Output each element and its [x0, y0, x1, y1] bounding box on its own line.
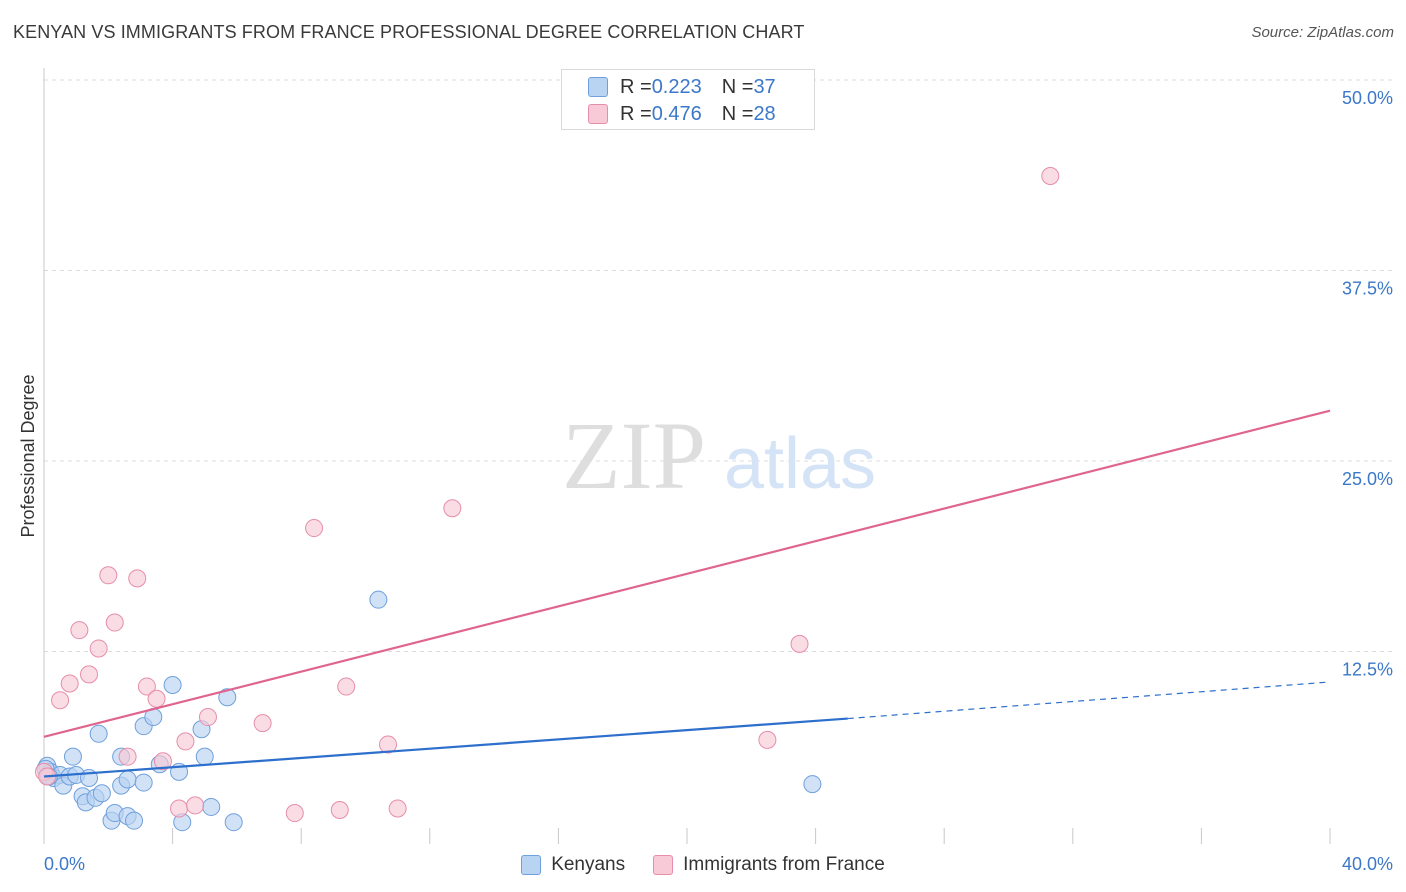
stats-legend: R = 0.223 N = 37 R = 0.476 N = 28	[561, 69, 815, 130]
y-tick-label: 37.5%	[1342, 279, 1393, 299]
watermark-atlas: atlas	[724, 424, 876, 504]
stats-legend-row-kenyans: R = 0.223 N = 37	[588, 74, 776, 100]
gridlines	[44, 79, 1392, 652]
n-label: N =	[721, 75, 754, 98]
data-point-france	[285, 804, 304, 823]
n-label: N =	[721, 102, 754, 125]
bottom-legend: Kenyans Immigrants from France	[0, 851, 1406, 879]
data-point-france	[153, 752, 172, 771]
data-point-kenyans	[63, 747, 82, 766]
data-point-kenyans	[118, 770, 137, 789]
series-kenyans	[36, 590, 822, 832]
data-point-france	[253, 714, 272, 733]
data-point-france	[443, 499, 462, 518]
y-axis-label: Professional Degree	[18, 374, 38, 537]
x-tick-label: 0.0%	[44, 854, 85, 874]
data-point-kenyans	[89, 724, 108, 743]
data-point-france	[99, 566, 118, 585]
legend-item-kenyans[interactable]: Kenyans	[521, 854, 625, 876]
data-point-france	[305, 519, 324, 538]
data-point-france	[51, 691, 70, 710]
data-point-kenyans	[803, 775, 822, 794]
data-point-kenyans	[369, 590, 388, 609]
axes	[43, 68, 1331, 844]
data-point-france	[1041, 167, 1060, 186]
data-point-france	[128, 569, 147, 588]
data-point-france	[170, 799, 189, 818]
data-point-france	[80, 665, 99, 684]
legend-label-kenyans: Kenyans	[551, 854, 626, 875]
stats-legend-row-france: R = 0.476 N = 28	[588, 101, 776, 127]
data-point-france	[330, 800, 349, 819]
data-point-kenyans	[202, 797, 221, 816]
data-point-kenyans	[218, 688, 237, 707]
source-label: Source: ZipAtlas.com	[1251, 24, 1394, 41]
kenyans-swatch	[588, 77, 608, 97]
data-point-kenyans	[125, 811, 144, 830]
data-point-france	[758, 730, 777, 749]
trend-line-kenyans-extension	[847, 681, 1331, 720]
data-point-france	[89, 639, 108, 658]
n-value: 37	[753, 75, 776, 98]
x-tick-label: 40.0%	[1342, 854, 1393, 874]
data-point-france	[379, 735, 398, 754]
tick-labels: 12.5% 25.0% 37.5% 50.0% 0.0% 40.0%	[44, 88, 1393, 874]
y-tick-label: 12.5%	[1342, 660, 1393, 680]
series-immigrants-from-france	[35, 167, 1060, 823]
data-point-kenyans	[92, 784, 111, 803]
trend-lines	[43, 409, 1331, 778]
watermark: ZIP atlas	[562, 402, 876, 509]
data-point-france	[186, 796, 205, 815]
data-point-france	[70, 621, 89, 640]
data-point-france	[337, 677, 356, 696]
data-point-france	[118, 747, 137, 766]
data-point-france	[137, 677, 156, 696]
legend-label-france: Immigrants from France	[683, 854, 885, 875]
data-point-kenyans	[195, 747, 214, 766]
r-label: R =	[620, 102, 652, 125]
data-point-kenyans	[163, 676, 182, 695]
chart-title: KENYAN VS IMMIGRANTS FROM FRANCE PROFESS…	[13, 22, 805, 42]
kenyans-swatch	[521, 855, 542, 875]
r-label: R =	[620, 75, 652, 98]
data-point-france	[147, 689, 166, 708]
n-value: 28	[753, 102, 776, 125]
y-tick-label: 25.0%	[1342, 469, 1393, 489]
data-point-france	[176, 732, 195, 751]
data-point-france	[105, 613, 124, 632]
data-point-france	[790, 634, 809, 653]
data-point-france	[388, 799, 407, 818]
r-value: 0.476	[651, 102, 702, 125]
trend-line-france	[43, 409, 1331, 738]
r-value: 0.223	[651, 75, 702, 98]
watermark-zip: ZIP	[562, 402, 706, 509]
legend-item-france[interactable]: Immigrants from France	[653, 854, 885, 876]
data-point-france	[198, 708, 217, 727]
data-point-kenyans	[134, 773, 153, 792]
data-point-france	[60, 674, 79, 693]
data-point-kenyans	[224, 813, 243, 832]
trend-line-kenyans	[43, 717, 848, 778]
france-swatch	[588, 104, 608, 124]
france-swatch	[653, 855, 674, 875]
y-tick-label: 50.0%	[1342, 88, 1393, 108]
